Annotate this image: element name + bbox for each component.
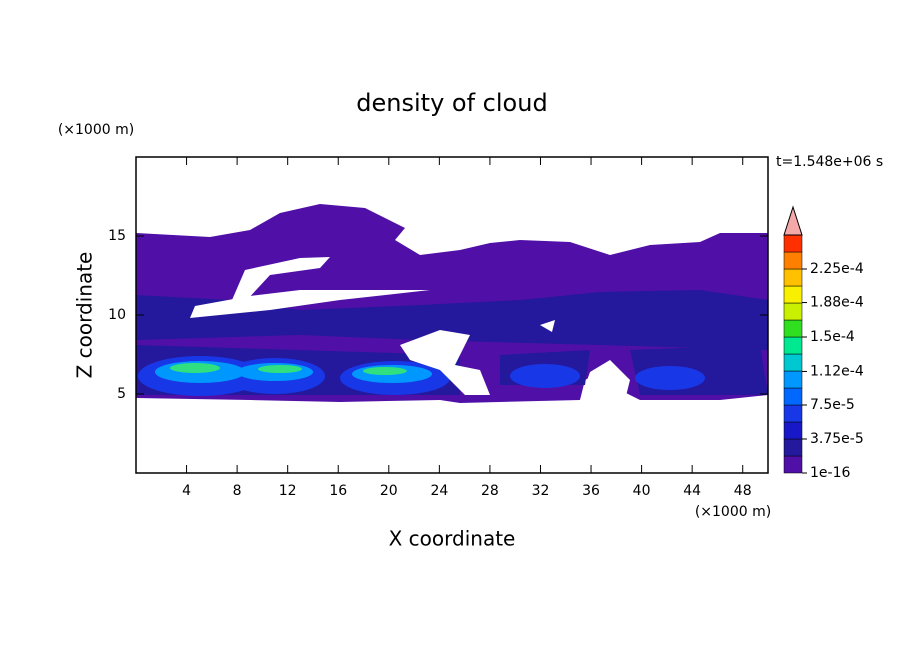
- colorbar-tick-label: 2.25e-4: [810, 261, 864, 277]
- colorbar-swatch: [783, 370, 803, 389]
- contour-region: [136, 290, 768, 350]
- x-tick-label: 16: [329, 483, 347, 499]
- contour-hole: [232, 257, 330, 302]
- colorbar-tick-label: 1.12e-4: [810, 363, 864, 379]
- colorbar-swatch: [783, 285, 803, 304]
- x-unit: (×1000 m): [695, 504, 771, 520]
- colorbar-swatch: [783, 336, 803, 355]
- x-tick-label: 32: [532, 483, 550, 499]
- contour-region: [510, 364, 580, 388]
- y-tick-label: 5: [117, 386, 126, 402]
- colorbar-tick-label: 3.75e-5: [810, 431, 864, 447]
- x-tick-label: 4: [182, 483, 191, 499]
- colorbar-swatch: [783, 455, 803, 474]
- colorbar-extend: [783, 205, 803, 236]
- contour-hole: [190, 290, 430, 318]
- x-tick-label: 20: [380, 483, 398, 499]
- x-tick-label: 36: [582, 483, 600, 499]
- x-tick-label: 40: [633, 483, 651, 499]
- contour-hole: [580, 360, 630, 400]
- time-label: t=1.548e+06 s: [776, 154, 883, 170]
- y-tick-label: 15: [108, 228, 126, 244]
- contour-region: [635, 366, 705, 390]
- contour-region: [363, 367, 407, 375]
- x-tick-label: 8: [233, 483, 242, 499]
- colorbar-swatch: [783, 421, 803, 440]
- x-tick-label: 28: [481, 483, 499, 499]
- y-tick-label: 10: [108, 307, 126, 323]
- colorbar-swatch: [783, 302, 803, 321]
- colorbar-swatch: [783, 319, 803, 338]
- contour-hole: [540, 320, 555, 332]
- x-tick-label: 44: [683, 483, 701, 499]
- colorbar-tick-label: 1e-16: [810, 465, 850, 481]
- x-tick-label: 24: [430, 483, 448, 499]
- colorbar-tick-label: 1.5e-4: [810, 329, 855, 345]
- x-axis-label: X coordinate: [389, 527, 516, 551]
- colorbar-tick-label: 1.88e-4: [810, 295, 864, 311]
- x-tick-label: 12: [279, 483, 297, 499]
- y-axis-label: Z coordinate: [73, 252, 97, 379]
- contour-field: [136, 204, 768, 403]
- contour-hole: [400, 330, 490, 395]
- contour-region: [258, 365, 302, 373]
- colorbar-swatch: [783, 353, 803, 372]
- y-unit: (×1000 m): [58, 122, 134, 138]
- colorbar-swatch: [783, 268, 803, 287]
- colorbar-swatch: [783, 234, 803, 253]
- contour-region: [170, 363, 220, 373]
- colorbar-swatch: [783, 438, 803, 457]
- x-tick-label: 48: [734, 483, 752, 499]
- colorbar-swatch: [783, 387, 803, 406]
- colorbar-tick-label: 7.5e-5: [810, 397, 855, 413]
- chart-title: density of cloud: [356, 89, 547, 117]
- colorbar-swatch: [783, 251, 803, 270]
- colorbar-swatch: [783, 404, 803, 423]
